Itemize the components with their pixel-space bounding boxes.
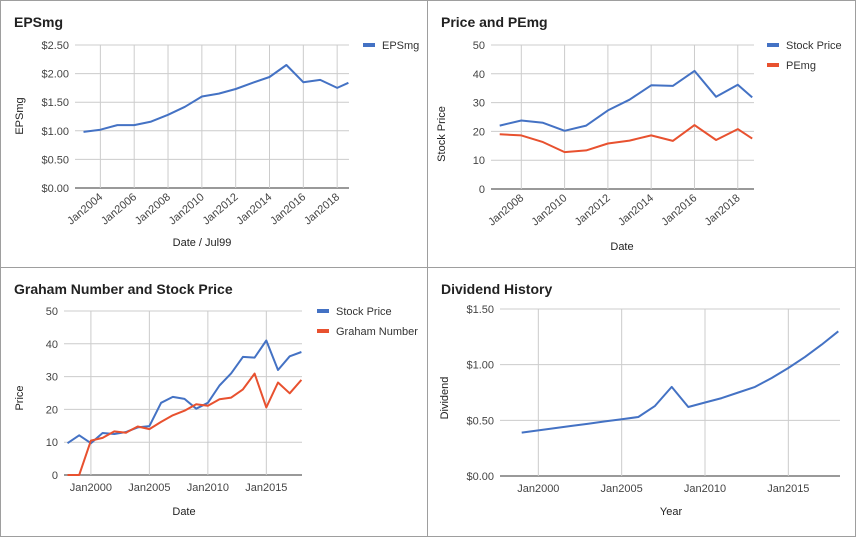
series-line (499, 69, 753, 132)
x-tick-label: Jan2018 (703, 192, 743, 228)
chart-title: Graham Number and Stock Price (14, 281, 233, 297)
series-line (67, 372, 303, 476)
graham-number-chart: 0 10 20 30 40 50 Jan2000 Jan2005 Jan2010 Jan2015 D… (14, 306, 418, 518)
x-tick-label: Jan2015 (245, 482, 287, 494)
y-tick-label: 10 (46, 437, 58, 449)
x-tick-label: Jan2016 (659, 192, 699, 228)
series-line (66, 339, 302, 445)
x-tick-label: Jan2012 (201, 191, 241, 227)
legend-label: Stock Price (336, 306, 392, 318)
series-line (521, 330, 839, 434)
x-tick-label: Jan2010 (167, 191, 207, 227)
x-tick-label: Jan2005 (128, 482, 170, 494)
x-tick-label: Jan2006 (99, 191, 139, 227)
y-tick-label: $0.00 (466, 471, 494, 483)
y-tick-label: 30 (473, 98, 485, 110)
series-line (83, 64, 349, 133)
y-tick-label: $2.50 (41, 40, 69, 52)
y-tick-label: 40 (46, 339, 58, 351)
dividend-history-chart: $0.00 $0.50 $1.00 $1.50 Jan2000 Jan2005 Jan201… (439, 304, 840, 518)
y-tick-label: $1.50 (41, 97, 69, 109)
y-tick-label: $0.00 (41, 183, 69, 195)
chart-title: Dividend History (441, 281, 553, 297)
x-tick-label: Jan2005 (601, 483, 643, 495)
series-line (499, 124, 753, 154)
x-tick-label: Jan2000 (517, 483, 559, 495)
x-tick-label: Jan2016 (268, 191, 308, 227)
x-tick-label: Jan2000 (70, 482, 112, 494)
x-tick-label: Jan2010 (684, 483, 726, 495)
y-tick-label: 0 (479, 184, 485, 196)
y-tick-label: $2.00 (41, 69, 69, 81)
chart-title: Price and PEmg (441, 14, 548, 30)
y-tick-label: 20 (473, 126, 485, 138)
legend-label: Stock Price (786, 40, 842, 52)
x-tick-label: Jan2018 (302, 191, 342, 227)
legend-label: PEmg (786, 60, 816, 72)
y-tick-label: 30 (46, 372, 58, 384)
y-tick-label: 40 (473, 69, 485, 81)
legend-swatch (767, 63, 779, 67)
price-pemg-chart-panel: Price and PEmg 0 10 20 30 40 50 Jan2008 Jan2010… (427, 0, 856, 268)
legend-swatch (363, 43, 375, 47)
epsmg-chart-panel: EPSmg $0.00 $0.50 $1.00 $1.50 $2.00 $2.50 Jan2… (0, 0, 428, 268)
y-tick-label: $1.00 (41, 126, 69, 138)
epsmg-chart: $0.00$0.50$1.00$1.50$2.00$2.50Jan2004Jan… (14, 40, 419, 249)
x-tick-label: Jan2010 (187, 482, 229, 494)
y-tick-label: 20 (46, 404, 58, 416)
x-axis-label: Date (610, 241, 633, 253)
dividend-history-chart-panel: Dividend History $0.00 $0.50 $1.00 $1.50 Jan… (427, 267, 856, 537)
y-tick-label: 50 (46, 306, 58, 318)
x-tick-label: Jan2012 (573, 192, 613, 228)
y-axis-label: EPSmg (14, 97, 26, 134)
y-axis-label: Dividend (439, 377, 451, 420)
y-tick-label: $1.50 (466, 304, 494, 316)
y-axis-label: Price (14, 385, 26, 410)
x-axis-label: Year (660, 506, 683, 518)
y-tick-label: 10 (473, 155, 485, 167)
y-tick-label: 50 (473, 40, 485, 52)
chart-title: EPSmg (14, 14, 64, 30)
x-tick-label: Jan2004 (65, 191, 105, 227)
x-tick-label: Jan2015 (767, 483, 809, 495)
legend-swatch (767, 43, 779, 47)
x-tick-label: Jan2014 (616, 192, 656, 228)
x-tick-label: Jan2008 (486, 192, 526, 228)
x-tick-label: Jan2008 (133, 191, 173, 227)
x-tick-label: Jan2010 (529, 192, 569, 228)
legend-swatch (317, 309, 329, 313)
x-axis-label: Date / Jul99 (173, 237, 232, 249)
legend-label: Graham Number (336, 326, 418, 338)
graham-number-chart-panel: Graham Number and Stock Price 0 10 20 30 40 5… (0, 267, 428, 537)
x-tick-label: Jan2014 (234, 191, 274, 227)
y-tick-label: $0.50 (41, 154, 69, 166)
legend-label: EPSmg (382, 40, 419, 52)
y-tick-label: $1.00 (466, 360, 494, 372)
y-tick-label: $0.50 (466, 415, 494, 427)
x-axis-label: Date (172, 506, 195, 518)
y-axis-label: Stock Price (436, 106, 448, 162)
legend-swatch (317, 329, 329, 333)
y-tick-label: 0 (52, 470, 58, 482)
